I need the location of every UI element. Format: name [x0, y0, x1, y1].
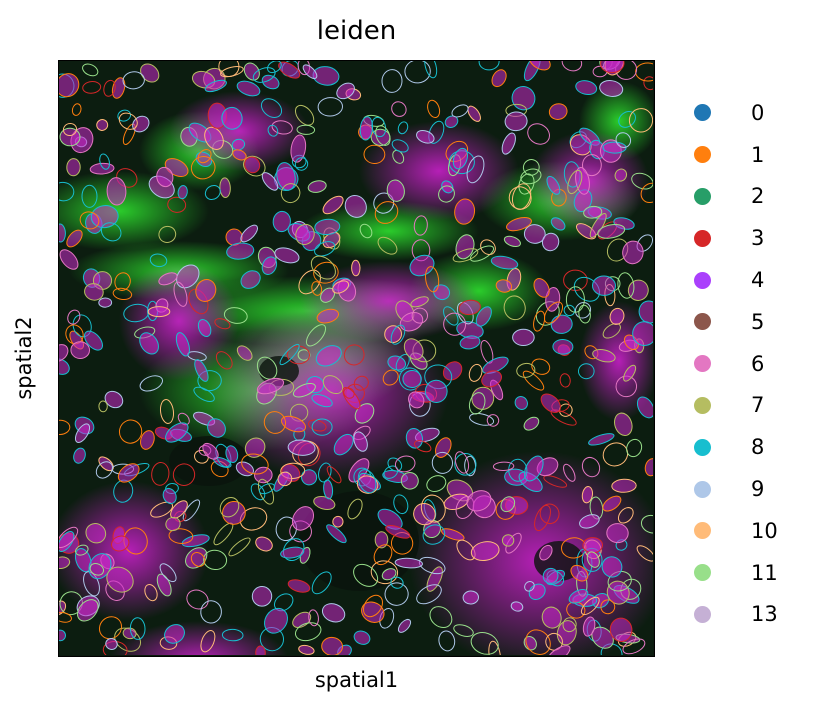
legend-label: 0	[751, 101, 764, 125]
chart-title: leiden	[58, 16, 655, 46]
cell-outline	[67, 158, 81, 176]
x-axis-label: spatial1	[58, 668, 655, 692]
cell-outline	[254, 467, 272, 483]
legend-label: 6	[751, 352, 764, 376]
cell-outline	[60, 128, 81, 146]
cell-outline	[553, 339, 573, 354]
legend-label: 10	[751, 519, 778, 543]
legend-item-5: 5	[694, 301, 778, 343]
plot-area	[58, 60, 655, 657]
legend-item-10: 10	[694, 510, 778, 552]
legend-label: 3	[751, 226, 764, 250]
cell-outline	[583, 537, 603, 553]
legend-label: 2	[751, 184, 764, 208]
cell-outline	[612, 479, 637, 493]
spatial-image	[59, 61, 653, 655]
legend-label: 9	[751, 477, 764, 501]
legend-swatch	[694, 313, 711, 330]
cell-outline	[403, 370, 422, 387]
legend-item-2: 2	[694, 176, 778, 218]
cell-outline	[148, 307, 170, 317]
cell-outline	[256, 646, 266, 655]
legend-swatch	[694, 272, 711, 289]
legend-item-9: 9	[694, 468, 778, 510]
legend-label: 13	[751, 602, 778, 626]
cell-outline	[351, 260, 360, 276]
cell-outline	[592, 276, 616, 296]
legend-swatch	[694, 439, 711, 456]
legend-label: 11	[751, 561, 778, 585]
legend-item-11: 11	[694, 552, 778, 594]
legend-item-13: 13	[694, 594, 778, 636]
legend-item-6: 6	[694, 343, 778, 385]
legend-label: 5	[751, 310, 764, 334]
legend-swatch	[694, 104, 711, 121]
legend-label: 1	[751, 143, 764, 167]
legend-swatch	[694, 188, 711, 205]
legend-item-7: 7	[694, 385, 778, 427]
legend-swatch	[694, 230, 711, 247]
cell-outline	[252, 586, 272, 606]
legend-item-0: 0	[694, 92, 778, 134]
y-axis-label: spatial2	[12, 316, 36, 399]
legend-item-1: 1	[694, 134, 778, 176]
legend-item-4: 4	[694, 259, 778, 301]
legend-swatch	[694, 522, 711, 539]
legend-swatch	[694, 606, 711, 623]
legend-item-8: 8	[694, 426, 778, 468]
legend-swatch	[694, 146, 711, 163]
legend-item-3: 3	[694, 217, 778, 259]
legend-label: 7	[751, 393, 764, 417]
legend-swatch	[694, 397, 711, 414]
cell-outline	[71, 341, 90, 358]
cell-outline	[513, 329, 535, 345]
cell-outline	[99, 298, 112, 307]
legend: 0 1 2 3 4 5 6 7 8 9 10 11 13	[694, 92, 778, 635]
legend-label: 4	[751, 268, 764, 292]
legend-swatch	[694, 481, 711, 498]
legend-label: 8	[751, 435, 764, 459]
legend-swatch	[694, 355, 711, 372]
legend-swatch	[694, 564, 711, 581]
